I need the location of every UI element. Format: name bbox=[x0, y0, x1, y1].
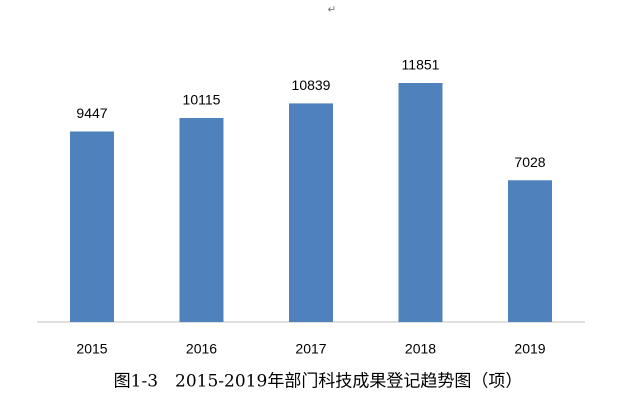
data-label: 9447 bbox=[76, 105, 107, 121]
bar bbox=[508, 180, 552, 322]
x-tick-label: 2018 bbox=[405, 341, 436, 357]
data-label: 10839 bbox=[292, 77, 331, 93]
bar bbox=[70, 131, 114, 322]
x-tick-label: 2015 bbox=[76, 341, 107, 357]
x-tick-label: 2016 bbox=[186, 341, 217, 357]
x-tick-label: 2019 bbox=[514, 341, 545, 357]
x-tick-label: 2017 bbox=[295, 341, 326, 357]
paragraph-mark: ↵ bbox=[328, 5, 336, 16]
bar bbox=[179, 118, 224, 322]
data-label: 11851 bbox=[402, 57, 440, 73]
bar bbox=[289, 103, 333, 322]
bar bbox=[398, 83, 443, 322]
chart-title: 图1-3 2015-2019年部门科技成果登记趋势图（项） bbox=[114, 372, 523, 392]
data-label: 7028 bbox=[514, 154, 545, 170]
data-label: 10115 bbox=[183, 92, 221, 108]
